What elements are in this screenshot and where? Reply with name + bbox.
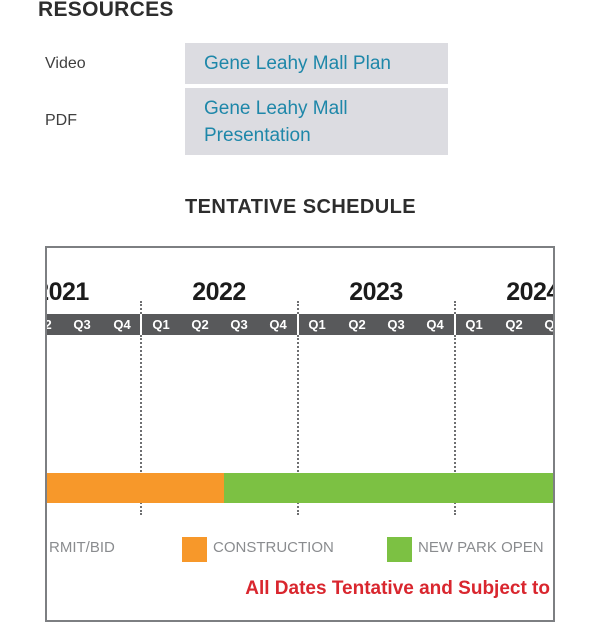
year-gridline: [140, 301, 142, 314]
quarter-tick: Q3: [230, 317, 248, 332]
quarter-header-bar: [47, 314, 553, 335]
year-gridline: [454, 335, 456, 515]
quarter-tick: Q2: [45, 317, 52, 332]
quarter-tick: Q1: [152, 317, 170, 332]
new-park-open-swatch: [387, 537, 412, 562]
schedule-gantt-chart: 2021 2022 2023 2024 Q2 Q3 Q4 Q1 Q2 Q3 Q4…: [45, 246, 555, 622]
construction-bar: [47, 473, 224, 503]
tentative-dates-note: All Dates Tentative and Subject to: [245, 578, 550, 599]
quarter-tick: Q2: [505, 317, 523, 332]
year-gridline: [454, 301, 456, 314]
year-separator: [454, 314, 456, 335]
video-link[interactable]: Gene Leahy Mall Plan: [204, 53, 391, 74]
legend-new-park-open-label: NEW PARK OPEN: [418, 539, 544, 556]
video-link-button[interactable]: Gene Leahy Mall Plan: [185, 43, 448, 84]
year-label-2022: 2022: [192, 278, 246, 306]
year-separator: [297, 314, 299, 335]
quarter-tick: Q3: [544, 317, 555, 332]
quarter-tick: Q4: [269, 317, 287, 332]
quarter-tick: Q1: [308, 317, 326, 332]
construction-swatch: [182, 537, 207, 562]
video-label: Video: [45, 55, 86, 72]
year-gridline: [297, 335, 299, 515]
pdf-label: PDF: [45, 112, 77, 129]
new-park-open-bar: [224, 473, 553, 503]
pdf-link-button[interactable]: Gene Leahy Mall Presentation: [185, 88, 448, 155]
year-label-2024: 2024: [506, 278, 555, 306]
pdf-link[interactable]: Gene Leahy Mall Presentation: [204, 98, 348, 146]
year-label-2021: 2021: [47, 278, 89, 306]
year-gridline: [140, 335, 142, 515]
legend-permit-bid-label: RMIT/BID: [49, 539, 115, 556]
schedule-heading: TENTATIVE SCHEDULE: [185, 196, 416, 218]
quarter-tick: Q1: [465, 317, 483, 332]
quarter-tick: Q3: [387, 317, 405, 332]
year-gridline: [297, 301, 299, 314]
year-separator: [140, 314, 142, 335]
quarter-tick: Q4: [426, 317, 444, 332]
quarter-tick: Q2: [191, 317, 209, 332]
legend-construction-label: CONSTRUCTION: [213, 539, 334, 556]
quarter-tick: Q2: [348, 317, 366, 332]
year-label-2023: 2023: [349, 278, 403, 306]
quarter-tick: Q4: [113, 317, 131, 332]
quarter-tick: Q3: [73, 317, 91, 332]
resources-heading: RESOURCES: [38, 0, 174, 21]
